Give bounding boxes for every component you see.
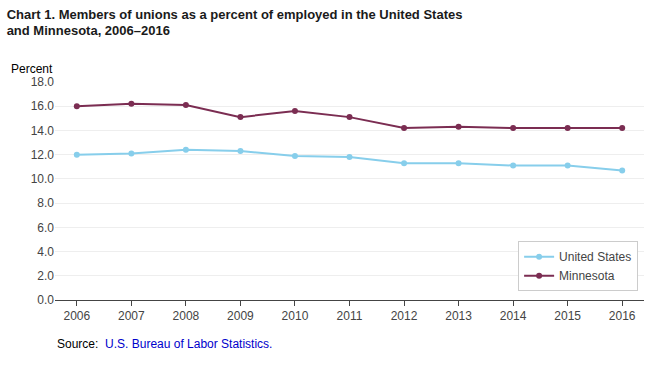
svg-text:6.0: 6.0 (37, 221, 54, 235)
svg-text:2013: 2013 (445, 309, 472, 323)
svg-text:United States: United States (559, 250, 631, 264)
svg-text:Percent: Percent (11, 62, 53, 76)
svg-text:2012: 2012 (391, 309, 418, 323)
svg-text:2016: 2016 (609, 309, 636, 323)
svg-text:16.0: 16.0 (31, 99, 55, 113)
svg-text:14.0: 14.0 (31, 124, 55, 138)
svg-text:12.0: 12.0 (31, 148, 55, 162)
svg-text:0.0: 0.0 (37, 293, 54, 307)
svg-text:2009: 2009 (227, 309, 254, 323)
svg-text:2006: 2006 (63, 309, 90, 323)
svg-text:Source: U.S. Bureau of Labor: Source: U.S. Bureau of Labor Statistics. (57, 337, 272, 351)
svg-text:2011: 2011 (337, 309, 363, 323)
svg-text:2014: 2014 (500, 309, 527, 323)
svg-text:2015: 2015 (554, 309, 581, 323)
svg-text:2.0: 2.0 (37, 269, 54, 283)
svg-text:Minnesota: Minnesota (559, 269, 615, 283)
svg-text:8.0: 8.0 (37, 196, 54, 210)
svg-text:2007: 2007 (118, 309, 145, 323)
svg-text:4.0: 4.0 (37, 245, 54, 259)
svg-text:10.0: 10.0 (31, 172, 55, 186)
svg-text:2008: 2008 (173, 309, 200, 323)
svg-text:18.0: 18.0 (31, 75, 55, 89)
svg-text:2010: 2010 (282, 309, 309, 323)
svg-text:Chart 1. Members of unions as: Chart 1. Members of unions as a percent … (7, 7, 463, 39)
